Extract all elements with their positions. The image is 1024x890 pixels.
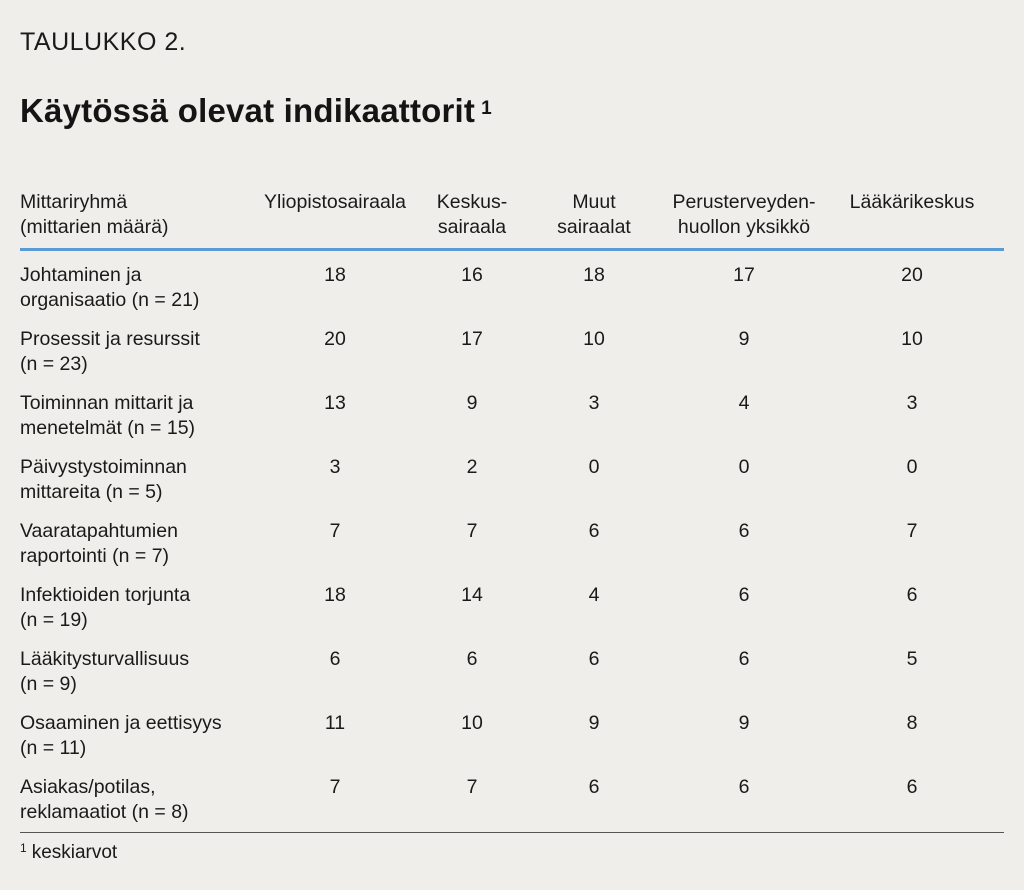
table-body: Johtaminen ja organisaatio (n = 21) 18 16… <box>20 250 1004 833</box>
row-group-label: Vaaratapahtumien raportointi (n = 7) <box>20 520 178 567</box>
table-cell: 6 <box>820 763 1004 833</box>
table-cell: 6 <box>466 648 478 670</box>
table-cell: 6 <box>668 763 820 833</box>
table-row: Prosessit ja resurssit (n = 23) 20 17 10 … <box>20 315 1004 379</box>
row-group-label: Asiakas/potilas, reklamaatiot (n = 8) <box>20 763 246 833</box>
table-cell: 3 <box>906 392 918 414</box>
table-cell: 6 <box>738 584 750 606</box>
column-header-group: Mittariryhmä (mittarien määrä) <box>20 190 246 251</box>
table-cell: 3 <box>329 456 341 478</box>
row-group-label: Johtaminen ja organisaatio (n = 21) <box>20 264 200 311</box>
table-row: Lääkitysturvallisuus (n = 9) 6 6 6 6 5 <box>20 635 1004 699</box>
table-cell: 9 <box>738 328 750 350</box>
table-cell: 7 <box>424 763 520 833</box>
title-footnote-marker: 1 <box>481 98 492 119</box>
table-cell: 6 <box>329 648 341 670</box>
table-row: Asiakas/potilas, reklamaatiot (n = 8) 7 7… <box>20 763 1004 833</box>
row-group-label: Päivystystoiminnan mittareita (n = 5) <box>20 456 187 503</box>
table-title-text: Käytössä olevat indikaattorit <box>20 92 476 129</box>
table-cell: 14 <box>461 584 483 606</box>
table-cell: 18 <box>324 584 346 606</box>
table-cell: 9 <box>466 392 478 414</box>
table-cell: 0 <box>588 456 600 478</box>
table-cell: 2 <box>466 456 478 478</box>
table-cell: 13 <box>324 392 346 414</box>
table-cell: 7 <box>906 520 918 542</box>
table-cell: 17 <box>461 328 483 350</box>
table-cell: 18 <box>583 264 605 286</box>
table-cell: 18 <box>324 264 346 286</box>
header-row: Mittariryhmä (mittarien määrä) Yliopistos… <box>20 190 1004 251</box>
table-label: TAULUKKO 2. <box>20 28 187 56</box>
table-cell: 17 <box>733 264 755 286</box>
table-cell: 6 <box>520 763 668 833</box>
table-cell: 10 <box>583 328 605 350</box>
table-row: Päivystystoiminnan mittareita (n = 5) 3 2… <box>20 443 1004 507</box>
table-cell: 10 <box>461 712 483 734</box>
table-title: Käytössä olevat indikaattorit 1 <box>20 92 492 130</box>
row-group-label: Prosessit ja resurssit (n = 23) <box>20 328 200 375</box>
table-cell: 10 <box>901 328 923 350</box>
footnote: 1 keskiarvot <box>20 841 118 864</box>
indicator-table: Mittariryhmä (mittarien määrä) Yliopistos… <box>20 190 1004 833</box>
row-group-label: Toiminnan mittarit ja menetelmät (n = 15) <box>20 392 196 439</box>
table-cell: 4 <box>588 584 600 606</box>
table-row: Osaaminen ja eettisyys (n = 11) 11 10 9 9… <box>20 699 1004 763</box>
table-cell: 8 <box>906 712 918 734</box>
table-cell: 4 <box>738 392 750 414</box>
table-cell: 16 <box>461 264 483 286</box>
table-cell: 7 <box>246 763 424 833</box>
row-group-label: Lääkitysturvallisuus (n = 9) <box>20 648 190 695</box>
table-row: Infektioiden torjunta (n = 19) 18 14 4 6 … <box>20 571 1004 635</box>
table-cell: 6 <box>738 648 750 670</box>
column-header-university-hospital: Yliopistosairaala <box>246 190 424 251</box>
table-cell: 6 <box>588 520 600 542</box>
table-row: Johtaminen ja organisaatio (n = 21) 18 16… <box>20 250 1004 316</box>
table-cell: 9 <box>588 712 600 734</box>
table-cell: 9 <box>738 712 750 734</box>
column-header-central-hospital: Keskus-sairaala <box>424 190 520 251</box>
table-row: Vaaratapahtumien raportointi (n = 7) 7 7 … <box>20 507 1004 571</box>
row-group-label: Osaaminen ja eettisyys (n = 11) <box>20 712 222 759</box>
table-cell: 6 <box>906 584 918 606</box>
table-header: Mittariryhmä (mittarien määrä) Yliopistos… <box>20 190 1004 251</box>
table-cell: 3 <box>588 392 600 414</box>
table-cell: 0 <box>738 456 750 478</box>
table-cell: 0 <box>906 456 918 478</box>
column-header-other-hospitals: Muut sairaalat <box>520 190 668 251</box>
table-cell: 5 <box>906 648 918 670</box>
table-cell: 20 <box>901 264 923 286</box>
table-cell: 7 <box>466 520 478 542</box>
row-group-label: Infektioiden torjunta (n = 19) <box>20 584 191 631</box>
footnote-marker: 1 <box>20 841 27 855</box>
table-cell: 6 <box>588 648 600 670</box>
footnote-text: keskiarvot <box>31 842 118 863</box>
table-cell: 6 <box>738 520 750 542</box>
table-cell: 11 <box>324 712 346 734</box>
table-cell: 20 <box>324 328 346 350</box>
table-row: Toiminnan mittarit ja menetelmät (n = 15)… <box>20 379 1004 443</box>
table-cell: 7 <box>329 520 341 542</box>
column-header-medical-center: Lääkärikeskus <box>820 190 1004 251</box>
column-header-primary-care-unit: Perusterveyden-huollon yksikkö <box>668 190 820 251</box>
